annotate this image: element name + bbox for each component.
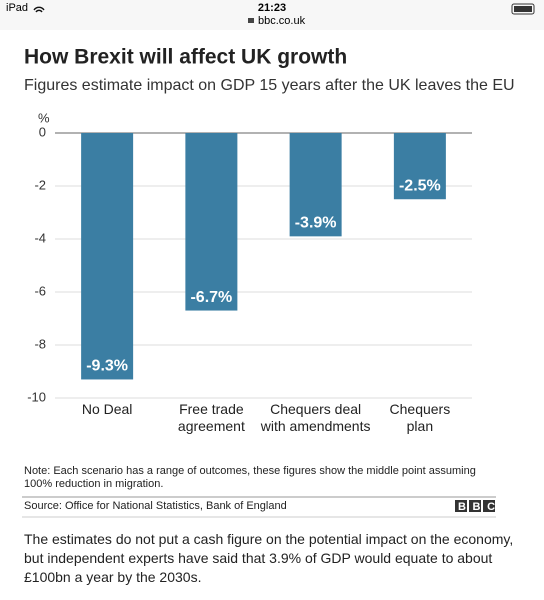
chart-subtitle: Figures estimate impact on GDP 15 years …	[24, 77, 515, 94]
logo-block	[483, 500, 495, 512]
y-tick-label: -4	[34, 230, 46, 245]
logo-block	[469, 500, 481, 512]
x-tick-label: Chequers deal with amendments	[260, 401, 371, 434]
value-label: -2.5%	[399, 177, 441, 194]
x-tick-label: No Deal	[81, 401, 133, 417]
value-label: -6.7%	[190, 289, 232, 306]
value-label: -3.9%	[295, 215, 337, 232]
chart-source: Source: Office for National Statistics, …	[24, 500, 287, 512]
y-tick-label: 0	[39, 124, 46, 139]
y-tick-label: -2	[34, 177, 46, 192]
logo: BBC	[458, 501, 502, 513]
y-tick-label: -8	[34, 336, 46, 351]
chart-title: How Brexit will affect UK growth	[24, 46, 347, 69]
bar	[393, 133, 446, 200]
y-tick-label: -10	[27, 389, 46, 404]
logo-block	[455, 500, 467, 512]
article-paragraph: The estimates do not put a cash figure o…	[24, 531, 514, 585]
wifi-icon	[33, 6, 45, 13]
bar	[289, 133, 342, 237]
battery-icon	[511, 3, 535, 15]
bar	[81, 133, 134, 380]
y-tick-label: -6	[34, 283, 46, 298]
lock-icon	[248, 18, 254, 23]
device-name: iPad	[6, 2, 28, 14]
value-label: -9.3%	[86, 358, 128, 375]
battery-level	[514, 6, 532, 12]
y-unit: %	[38, 110, 50, 125]
status-bar	[0, 0, 544, 30]
url[interactable]: bbc.co.uk	[258, 15, 306, 27]
x-tick-label: Free trade agreement	[177, 401, 245, 434]
clock: 21:23	[258, 2, 286, 14]
x-tick-label: Chequers plan	[389, 401, 451, 434]
chart-note: Note: Each scenario has a range of outco…	[24, 465, 476, 490]
bar	[185, 133, 238, 311]
